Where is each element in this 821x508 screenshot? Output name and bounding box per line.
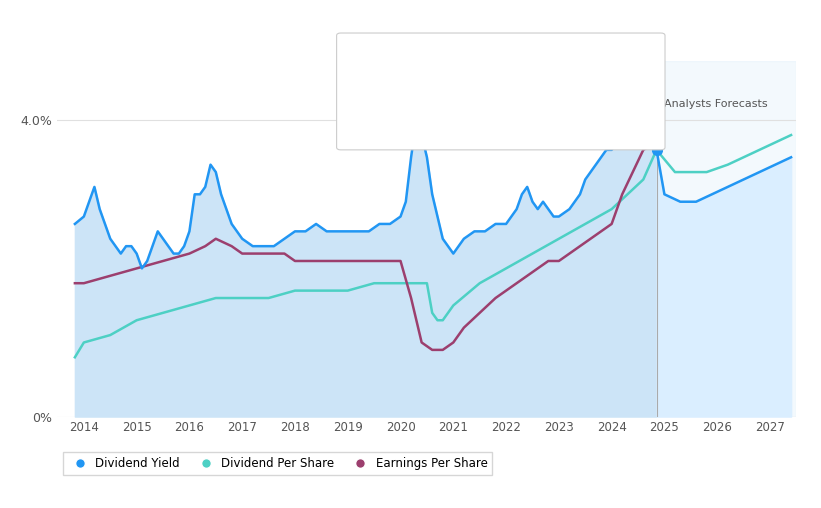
Text: Dividend Yield: Dividend Yield <box>351 60 430 71</box>
Text: Analysts Forecasts: Analysts Forecasts <box>664 99 768 109</box>
Text: JP¥96.000 /yr: JP¥96.000 /yr <box>521 78 605 88</box>
Text: Dividend Per Share: Dividend Per Share <box>351 78 457 88</box>
Legend: Dividend Yield, Dividend Per Share, Earnings Per Share: Dividend Yield, Dividend Per Share, Earn… <box>63 452 493 474</box>
Text: Nov 15 2024: Nov 15 2024 <box>351 38 438 51</box>
Text: Past: Past <box>631 99 655 109</box>
Text: Earnings Per Share: Earnings Per Share <box>351 99 456 109</box>
Text: 3.6% /yr: 3.6% /yr <box>521 60 573 71</box>
Bar <box>657 61 796 417</box>
Text: No data: No data <box>521 99 565 109</box>
